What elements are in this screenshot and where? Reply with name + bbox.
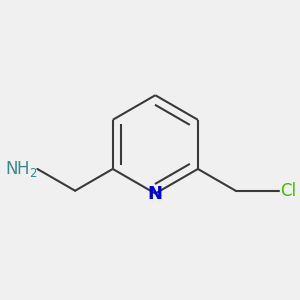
Text: N: N	[148, 184, 163, 202]
Text: NH$_2$: NH$_2$	[4, 159, 38, 179]
Text: Cl: Cl	[280, 182, 297, 200]
